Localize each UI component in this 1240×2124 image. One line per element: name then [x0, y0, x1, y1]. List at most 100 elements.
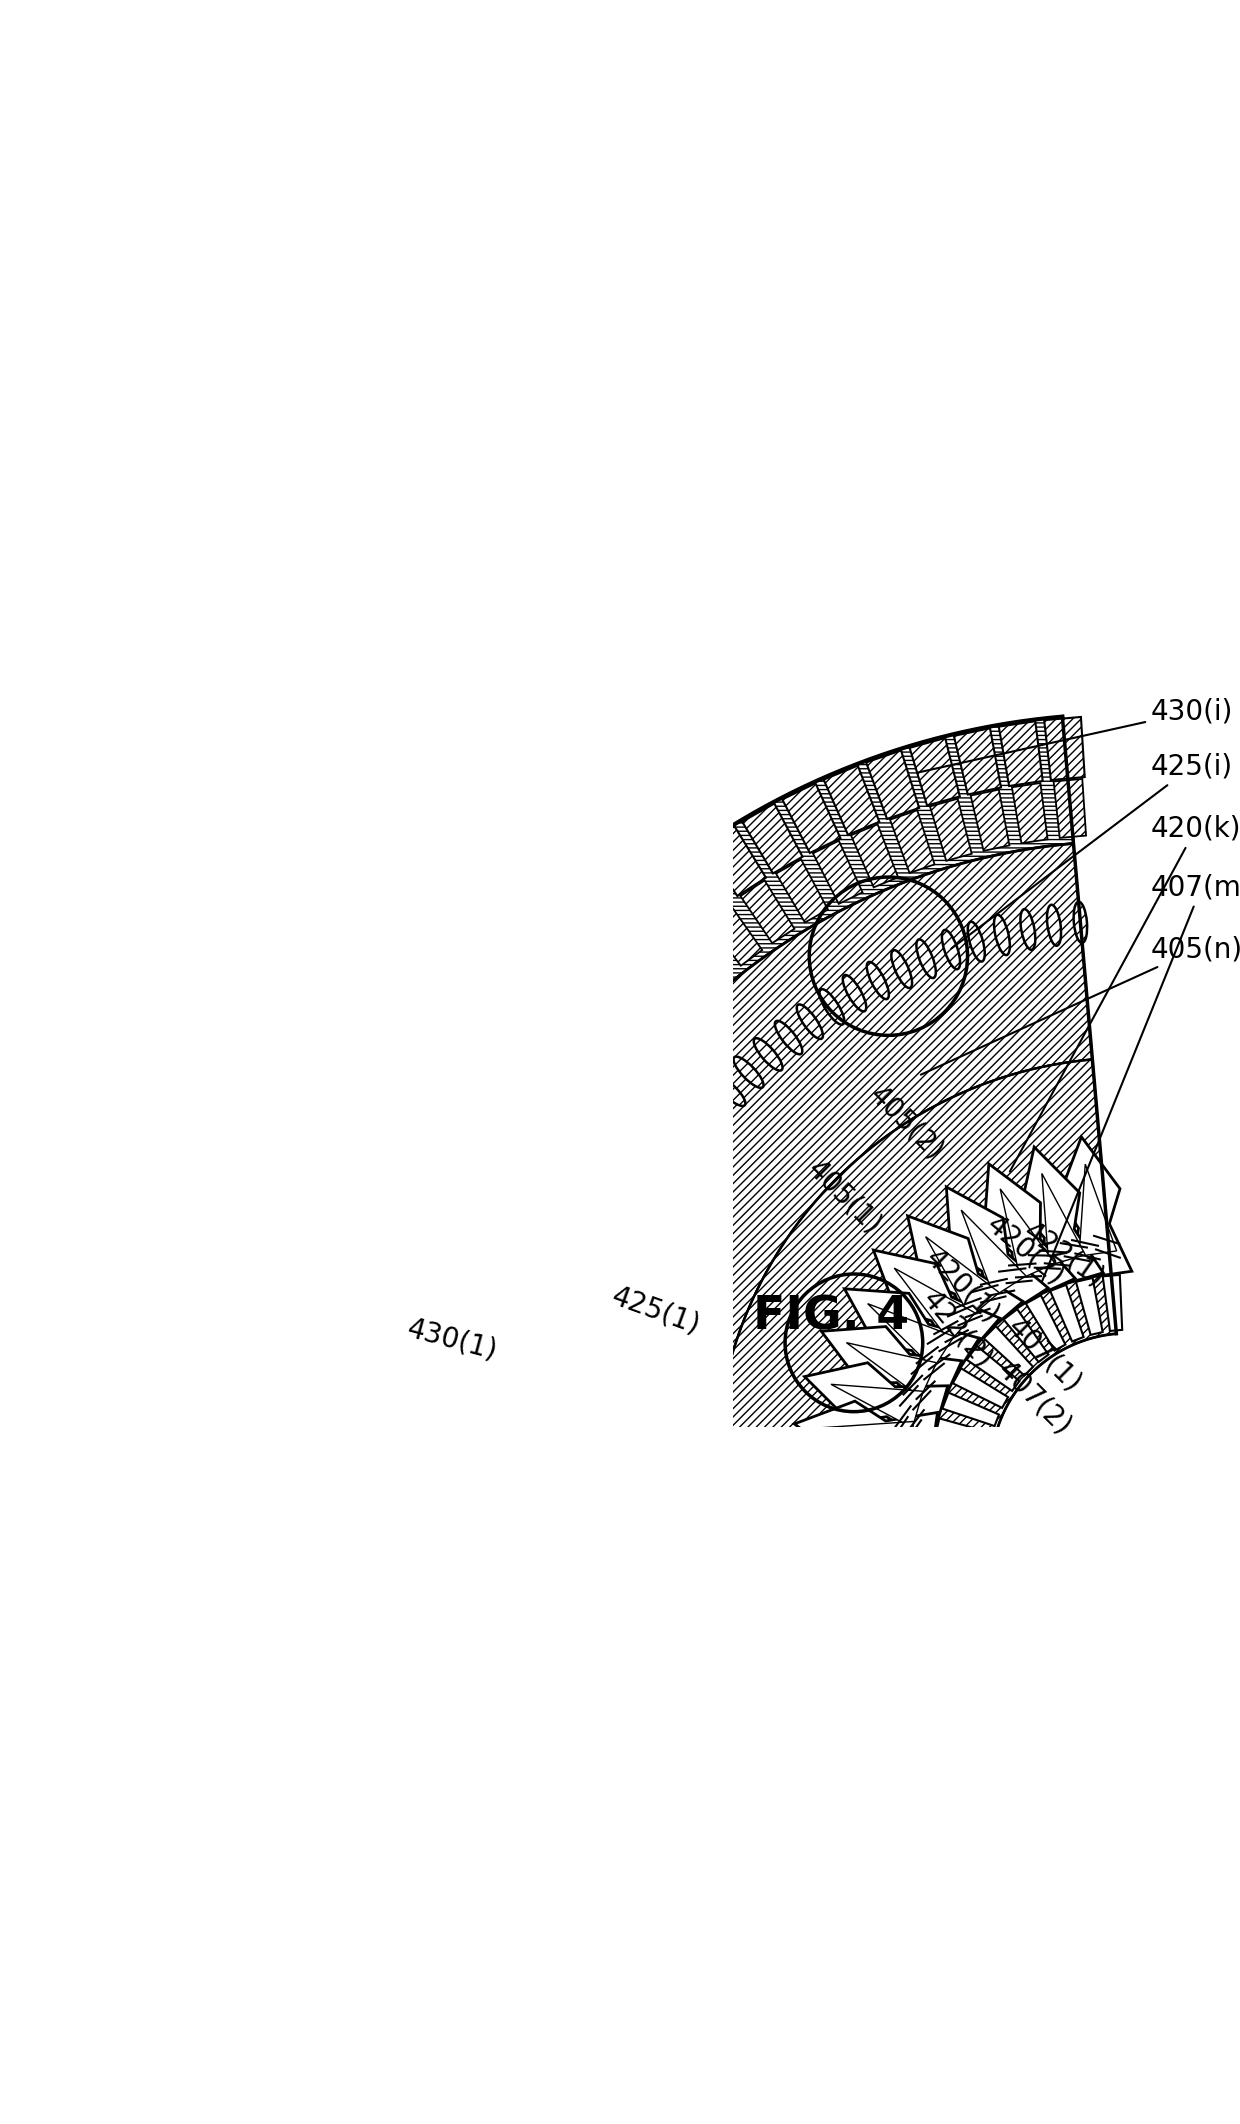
Polygon shape — [822, 1421, 914, 1459]
Polygon shape — [717, 1060, 1116, 1459]
Ellipse shape — [754, 1039, 782, 1070]
Text: 425(i): 425(i) — [951, 752, 1233, 949]
Text: 430(1): 430(1) — [404, 1315, 501, 1366]
Polygon shape — [910, 737, 960, 805]
Polygon shape — [961, 1211, 1025, 1296]
Polygon shape — [423, 1166, 492, 1221]
Polygon shape — [707, 903, 763, 966]
Text: 407(2): 407(2) — [992, 1355, 1078, 1440]
Polygon shape — [441, 1126, 511, 1183]
Polygon shape — [374, 716, 1074, 1417]
Polygon shape — [482, 1194, 544, 1240]
Ellipse shape — [696, 1096, 728, 1126]
Polygon shape — [461, 1085, 531, 1145]
Polygon shape — [598, 909, 665, 977]
Polygon shape — [1044, 718, 1085, 780]
Ellipse shape — [567, 1364, 608, 1378]
Text: 407(m): 407(m) — [1042, 873, 1240, 1281]
Polygon shape — [868, 1304, 954, 1368]
Polygon shape — [954, 729, 1001, 794]
Polygon shape — [983, 1325, 1033, 1376]
Ellipse shape — [892, 949, 913, 988]
Text: 405(2): 405(2) — [864, 1081, 949, 1166]
Polygon shape — [565, 941, 634, 1007]
Polygon shape — [536, 973, 605, 1039]
Polygon shape — [930, 799, 972, 860]
Polygon shape — [942, 1393, 999, 1425]
Polygon shape — [782, 784, 841, 854]
Polygon shape — [1012, 784, 1048, 843]
Polygon shape — [844, 1289, 980, 1391]
Polygon shape — [673, 928, 732, 990]
Polygon shape — [925, 1236, 999, 1317]
Text: 420(k): 420(k) — [1009, 816, 1240, 1172]
Polygon shape — [1042, 1172, 1085, 1266]
Polygon shape — [456, 1272, 518, 1315]
Polygon shape — [631, 879, 697, 947]
Polygon shape — [538, 1083, 600, 1136]
Ellipse shape — [775, 1022, 802, 1054]
Polygon shape — [851, 824, 898, 888]
Polygon shape — [396, 1251, 463, 1302]
Ellipse shape — [647, 1162, 682, 1187]
Polygon shape — [642, 956, 702, 1017]
Polygon shape — [821, 1328, 962, 1417]
Polygon shape — [867, 750, 919, 820]
Polygon shape — [467, 1232, 531, 1277]
Ellipse shape — [942, 930, 960, 969]
Ellipse shape — [734, 1056, 764, 1087]
Ellipse shape — [820, 990, 844, 1024]
Ellipse shape — [1074, 903, 1087, 943]
Ellipse shape — [562, 1389, 604, 1404]
Ellipse shape — [843, 975, 867, 1011]
Polygon shape — [562, 1049, 624, 1104]
Ellipse shape — [662, 1138, 697, 1166]
Polygon shape — [998, 722, 1043, 786]
Ellipse shape — [579, 1311, 619, 1328]
Ellipse shape — [678, 1117, 712, 1145]
Polygon shape — [873, 1251, 999, 1366]
Polygon shape — [1021, 1147, 1104, 1289]
Text: 425(1): 425(1) — [608, 1283, 704, 1340]
Ellipse shape — [573, 1336, 613, 1353]
Polygon shape — [823, 765, 879, 835]
Polygon shape — [908, 1215, 1023, 1342]
Polygon shape — [743, 803, 802, 873]
Polygon shape — [436, 1395, 496, 1429]
Polygon shape — [587, 1015, 647, 1075]
Polygon shape — [952, 1368, 1008, 1408]
Polygon shape — [894, 1268, 975, 1342]
Ellipse shape — [867, 962, 889, 998]
Ellipse shape — [1021, 909, 1035, 949]
Polygon shape — [805, 1364, 947, 1446]
Polygon shape — [1050, 1285, 1084, 1342]
Polygon shape — [408, 1209, 476, 1262]
Text: 405(n): 405(n) — [921, 935, 1240, 1075]
Text: 420(2): 420(2) — [981, 1211, 1070, 1291]
Polygon shape — [890, 811, 935, 873]
Ellipse shape — [608, 1234, 646, 1255]
Polygon shape — [1102, 1274, 1122, 1332]
Ellipse shape — [1047, 905, 1061, 945]
Polygon shape — [831, 1385, 923, 1427]
Ellipse shape — [596, 1260, 636, 1279]
Polygon shape — [971, 790, 1009, 852]
Polygon shape — [946, 1187, 1048, 1321]
Polygon shape — [1076, 1279, 1102, 1334]
Polygon shape — [985, 1164, 1075, 1304]
Polygon shape — [932, 1444, 988, 1466]
Polygon shape — [1003, 1308, 1049, 1361]
Polygon shape — [740, 881, 795, 943]
Polygon shape — [666, 852, 730, 922]
Polygon shape — [1079, 1164, 1117, 1255]
Polygon shape — [508, 1009, 578, 1073]
Polygon shape — [967, 1347, 1019, 1391]
Polygon shape — [847, 1342, 936, 1398]
Ellipse shape — [797, 1005, 823, 1039]
Polygon shape — [935, 1419, 992, 1444]
Ellipse shape — [588, 1285, 626, 1302]
Ellipse shape — [967, 922, 985, 962]
Polygon shape — [378, 1340, 444, 1385]
Polygon shape — [813, 841, 863, 905]
Text: 422(2): 422(2) — [918, 1285, 998, 1374]
